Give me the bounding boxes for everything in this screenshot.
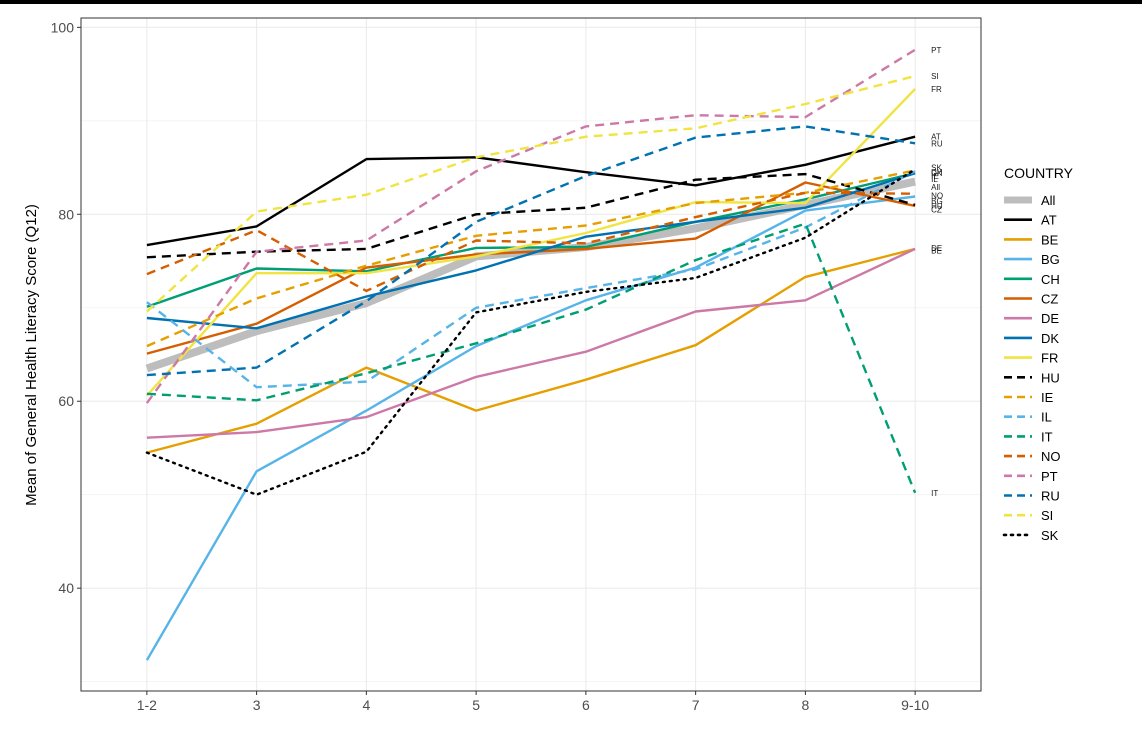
legend-label-de: DE: [1041, 311, 1059, 326]
minor-gridlines: [81, 120, 981, 683]
x-tick-label: 6: [582, 697, 590, 713]
end-label-il: IL: [931, 175, 938, 184]
x-tick-label: 1-2: [137, 697, 157, 713]
end-label-ch: CH: [931, 168, 943, 177]
legend-label-ru: RU: [1041, 489, 1060, 504]
end-label-fr: FR: [931, 85, 942, 94]
legend-label-hu: HU: [1041, 370, 1060, 385]
series-line-fr: [146, 88, 916, 397]
x-tick-label: 4: [362, 697, 370, 713]
end-label-be: BE: [931, 247, 942, 256]
end-label-ie: IE: [931, 172, 939, 181]
end-label-it: IT: [931, 489, 938, 498]
legend-label-sk: SK: [1041, 528, 1059, 543]
x-tick-label: 3: [253, 697, 261, 713]
y-tick-label: 100: [51, 19, 75, 35]
legend-item-sk: SK: [1002, 528, 1059, 543]
legend-item-ru: RU: [1004, 489, 1060, 504]
legend-label-fr: FR: [1041, 351, 1058, 366]
legend-item-ch: CH: [1004, 272, 1060, 287]
series-line-hu: [146, 172, 916, 259]
legend-label-all: All: [1041, 193, 1056, 208]
plot-panel-border: [80, 17, 982, 692]
legend: COUNTRY All AT BE BG CH CZ DE DK FR HU IE IL IT NO PT R…: [1002, 165, 1074, 543]
x-tick-label: 5: [472, 697, 480, 713]
series-line-si: [146, 74, 916, 313]
legend-label-no: NO: [1041, 449, 1061, 464]
series-line-ie: [146, 169, 916, 348]
major-gridlines: [81, 18, 981, 691]
end-label-bg: BG: [931, 197, 943, 206]
legend-label-at: AT: [1041, 213, 1057, 228]
legend-label-cz: CZ: [1041, 292, 1058, 307]
end-label-at: AT: [931, 133, 941, 142]
legend-label-si: SI: [1041, 508, 1053, 523]
series-line-be: [146, 247, 916, 454]
legend-item-ie: IE: [1004, 390, 1054, 405]
x-axis: 1-2 3 4 5 6 7 8 9-10: [137, 691, 929, 713]
y-tick-label: 40: [58, 580, 74, 596]
y-tick-label: 80: [58, 206, 74, 222]
series-line-bg: [145, 195, 916, 661]
legend-item-pt: PT: [1004, 469, 1058, 484]
series-line-it: [146, 222, 917, 494]
legend-item-cz: CZ: [1004, 292, 1058, 307]
legend-item-at: AT: [1004, 213, 1057, 228]
legend-label-it: IT: [1041, 429, 1053, 444]
legend-item-il: IL: [1004, 410, 1052, 425]
end-label-de: DE: [931, 244, 942, 253]
legend-item-si: SI: [1004, 508, 1053, 523]
series-line-at: [146, 135, 916, 247]
end-label-hu: HU: [931, 202, 943, 211]
series-line-pt: [145, 48, 916, 404]
legend-label-ie: IE: [1041, 390, 1054, 405]
end-label-sk: SK: [931, 164, 942, 173]
end-label-ru: RU: [931, 139, 943, 148]
top-border-rule: [0, 0, 1142, 4]
legend-label-pt: PT: [1041, 469, 1058, 484]
legend-label-dk: DK: [1041, 331, 1059, 346]
end-label-all: All: [931, 183, 940, 192]
x-tick-label: 8: [801, 697, 809, 713]
series-line-dk: [146, 172, 916, 330]
y-axis-title: Mean of General Health Literacy Score (Q…: [23, 204, 40, 506]
legend-label-be: BE: [1041, 232, 1059, 247]
end-label-pt: PT: [931, 46, 941, 55]
series-line-no: [146, 191, 916, 293]
legend-label-bg: BG: [1041, 252, 1060, 267]
series-line-sk: [145, 168, 917, 496]
end-label-no: NO: [931, 192, 943, 201]
x-tick-label: 7: [692, 697, 700, 713]
legend-title: COUNTRY: [1004, 165, 1074, 181]
legend-item-fr: FR: [1004, 351, 1058, 366]
plot-panel-background: [81, 18, 981, 691]
end-label-cz: CZ: [931, 206, 942, 215]
legend-item-dk: DK: [1004, 331, 1059, 346]
series-line-il: [146, 170, 916, 389]
y-tick-label: 60: [58, 393, 74, 409]
series-line-de: [146, 247, 916, 439]
legend-item-de: DE: [1004, 311, 1059, 326]
legend-item-be: BE: [1004, 232, 1059, 247]
legend-item-hu: HU: [1004, 370, 1060, 385]
legend-item-no: NO: [1004, 449, 1061, 464]
legend-label-ch: CH: [1041, 272, 1060, 287]
series-lines: [145, 48, 917, 661]
series-line-cz: [146, 181, 916, 355]
end-label-dk: DK: [931, 169, 943, 178]
y-axis: 40 60 80 100: [51, 19, 81, 596]
legend-label-il: IL: [1041, 410, 1052, 425]
legend-item-all: All: [1004, 193, 1056, 208]
x-tick-label: 9-10: [901, 697, 929, 713]
end-label-si: SI: [931, 72, 939, 81]
legend-item-it: IT: [1004, 429, 1053, 444]
legend-item-bg: BG: [1004, 252, 1060, 267]
